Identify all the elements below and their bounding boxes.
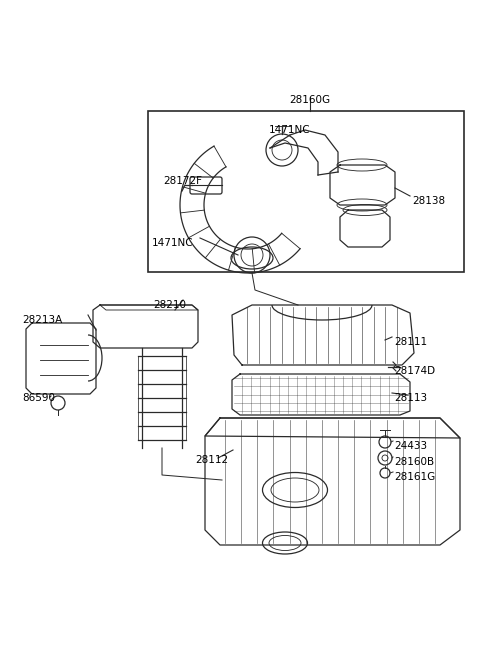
Text: 28213A: 28213A [22, 315, 62, 325]
Text: 28113: 28113 [394, 393, 427, 403]
Text: 24433: 24433 [394, 441, 427, 451]
Text: 28112: 28112 [195, 455, 228, 465]
Bar [148, 111, 464, 272]
Text: 28160G: 28160G [289, 95, 331, 105]
Text: 1471NC: 1471NC [269, 125, 311, 135]
Text: 1471NC: 1471NC [152, 238, 193, 248]
Text: 28111: 28111 [394, 337, 427, 347]
Text: 28174D: 28174D [394, 366, 435, 376]
Text: 28172F: 28172F [163, 176, 202, 186]
Text: 28160B: 28160B [394, 457, 434, 467]
Text: 28138: 28138 [412, 196, 445, 206]
Text: 86590: 86590 [22, 393, 55, 403]
Text: 28210: 28210 [153, 300, 186, 310]
Text: 28161G: 28161G [394, 472, 435, 482]
